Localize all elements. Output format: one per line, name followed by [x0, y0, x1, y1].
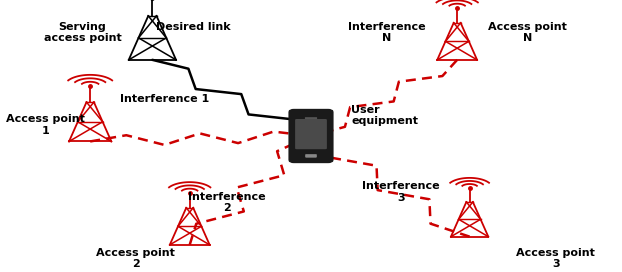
Text: Serving
access point: Serving access point [44, 22, 121, 44]
Text: Access point
3: Access point 3 [516, 248, 595, 269]
Text: Access point
N: Access point N [488, 22, 567, 44]
Text: Interference
2: Interference 2 [188, 192, 266, 214]
Text: Interference
N: Interference N [348, 22, 425, 44]
Text: Interference 1: Interference 1 [120, 94, 210, 104]
FancyBboxPatch shape [305, 117, 317, 119]
Text: Interference
3: Interference 3 [363, 181, 440, 203]
FancyBboxPatch shape [295, 119, 327, 149]
FancyBboxPatch shape [290, 111, 332, 162]
Text: Access point
2: Access point 2 [96, 248, 175, 269]
Text: Desired link: Desired link [156, 22, 230, 32]
Text: Access point
1: Access point 1 [6, 114, 85, 136]
FancyBboxPatch shape [305, 154, 317, 157]
Text: User
equipment: User equipment [351, 105, 419, 126]
